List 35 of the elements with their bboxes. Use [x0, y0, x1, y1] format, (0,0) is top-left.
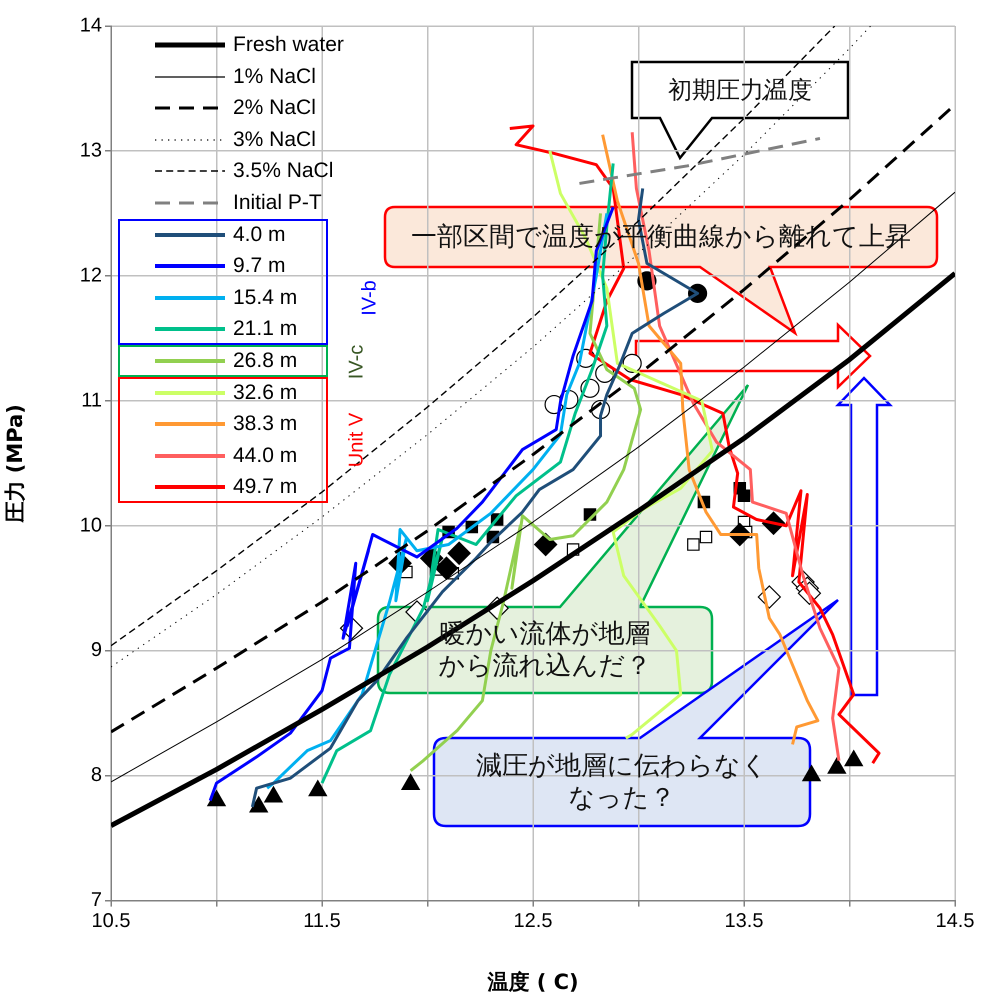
y-tick-label: 8 [90, 764, 102, 786]
legend-label: 9.7 m [233, 254, 286, 278]
y-tick-label: 14 [80, 14, 102, 37]
y-tick-label: 11 [81, 389, 102, 412]
annotation: Unit V [346, 412, 368, 468]
y-tick-label: 10 [80, 514, 102, 536]
legend-label: 3.5% NaCl [233, 159, 334, 184]
annotation: IV-b [358, 280, 382, 316]
legend-label: 32.6 m [233, 380, 298, 405]
annotation: 初期圧力温度 [668, 75, 812, 105]
legend-label: 49.7 m [233, 475, 298, 500]
legend-label: Initial P-T [233, 191, 322, 215]
annotation: 減圧が地層に伝わらなくなった？ [474, 750, 769, 814]
legend-label: 2% NaCl [233, 96, 316, 120]
legend-label: 3% NaCl [233, 128, 316, 152]
legend-label: Fresh water [233, 33, 344, 57]
x-tick-label: 12.5 [514, 910, 552, 932]
legend-label: 15.4 m [233, 286, 298, 310]
legend-label: 38.3 m [233, 412, 298, 436]
x-tick-label: 13.5 [724, 910, 764, 932]
annotation: IV-c [346, 344, 368, 380]
x-axis-title: 温度 ( C) [486, 970, 579, 994]
y-tick-label: 7 [90, 889, 102, 912]
legend-label: 44.0 m [233, 444, 298, 468]
y-axis-title: 圧力 (MPa) [3, 404, 28, 524]
x-tick-label: 14.5 [936, 910, 974, 932]
legend-label: 26.8 m [233, 349, 298, 373]
y-tick-label: 9 [90, 639, 102, 662]
legend-label: 21.1 m [233, 317, 298, 342]
x-tick-label: 11.5 [303, 910, 341, 932]
x-tick-label: 10.5 [92, 910, 130, 932]
y-tick-label: 13 [80, 139, 102, 162]
y-tick-label: 12 [80, 264, 102, 286]
legend-label: 4.0 m [233, 222, 286, 247]
legend-label: 1% NaCl [233, 64, 316, 89]
